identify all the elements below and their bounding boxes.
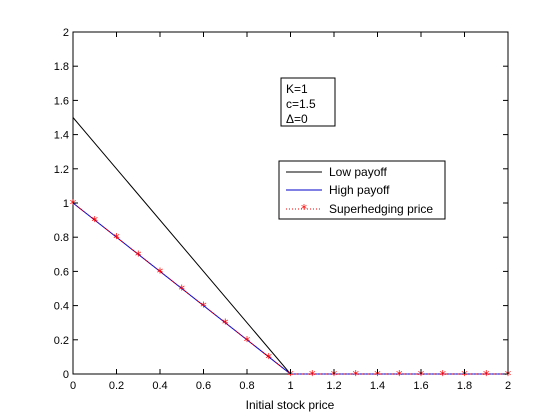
superhedging-point: *: [135, 249, 142, 264]
x-tick-label: 0.4: [152, 380, 167, 392]
y-tick-label: 0.6: [54, 266, 69, 278]
superhedging-point: *: [461, 369, 468, 384]
superhedging-point: *: [331, 369, 338, 384]
superhedging-point: *: [244, 335, 251, 350]
superhedging-point: *: [266, 352, 273, 367]
annotation-line-k: K=1: [286, 82, 308, 96]
y-tick-label: 0.2: [54, 335, 69, 347]
y-tick-label: 2: [63, 27, 69, 39]
x-tick-label: 1: [287, 380, 293, 392]
y-tick-label: 1.8: [54, 61, 69, 73]
superhedging-point: *: [222, 318, 229, 333]
y-tick-label: 0.4: [54, 301, 69, 313]
superhedging-point: *: [396, 369, 403, 384]
axis-ticks: 0 0.2 0.4 0.6 0.8 1 1.2 1.4 1.6 1.8 2 0 0.2 0.4 0.6 0.8…: [54, 27, 511, 392]
y-tick-label: 1: [63, 198, 69, 210]
superhedging-point: *: [353, 369, 360, 384]
x-tick-label: 1.8: [457, 380, 472, 392]
annotation-box: K=1 c=1.5 Δ=0: [280, 77, 336, 127]
superhedging-point: *: [70, 198, 77, 213]
legend: Low payoff High payoff * Superhedging pr…: [278, 160, 446, 220]
x-tick-label: 1.6: [413, 380, 428, 392]
superhedging-point: *: [200, 301, 207, 316]
y-tick-label: 0: [63, 369, 69, 381]
superhedging-point: *: [92, 215, 99, 230]
superhedging-point: *: [505, 369, 512, 384]
y-tick-label: 1.2: [54, 164, 69, 176]
y-tick-label: 0.8: [54, 232, 69, 244]
y-tick-label: 1.6: [54, 95, 69, 107]
annotation-line-c: c=1.5: [286, 97, 316, 111]
superhedging-point: *: [440, 369, 447, 384]
superhedging-point: *: [287, 369, 294, 384]
x-tick-label: 0.6: [196, 380, 211, 392]
superhedging-point: *: [179, 284, 186, 299]
legend-label-superhedging: Superhedging price: [329, 202, 433, 216]
x-tick-label: 1.4: [370, 380, 385, 392]
legend-star-marker: *: [301, 202, 307, 216]
superhedging-point: *: [113, 232, 120, 247]
superhedging-point: *: [157, 266, 164, 281]
y-tick-label: 1.4: [54, 130, 69, 142]
superhedging-point: *: [309, 369, 316, 384]
x-tick-label: 0.8: [239, 380, 254, 392]
legend-label-high-payoff: High payoff: [329, 183, 390, 197]
x-axis-label: Initial stock price: [246, 398, 335, 412]
x-tick-label: 0: [70, 380, 76, 392]
annotation-line-delta: Δ=0: [286, 112, 308, 126]
annotation-frame: [280, 77, 336, 127]
x-tick-label: 2: [505, 380, 511, 392]
x-tick-label: 1.2: [326, 380, 341, 392]
superhedging-point: *: [374, 369, 381, 384]
legend-label-low-payoff: Low payoff: [329, 165, 387, 179]
superhedging-point: *: [483, 369, 490, 384]
x-tick-label: 0.2: [109, 380, 124, 392]
superhedging-point: *: [418, 369, 425, 384]
